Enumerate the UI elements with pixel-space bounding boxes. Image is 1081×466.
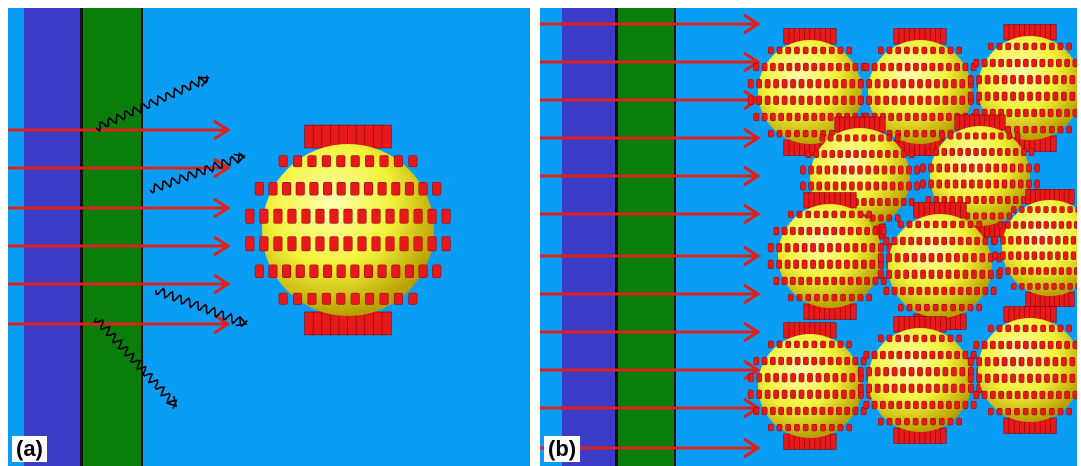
panel-b: (b) xyxy=(540,8,1077,466)
panel-label-a: (a) xyxy=(12,436,47,462)
arrowhead xyxy=(213,157,231,179)
wave-arrowhead xyxy=(235,315,248,327)
arrowhead xyxy=(213,235,231,257)
arrowhead xyxy=(743,165,761,187)
arrowhead xyxy=(743,437,761,459)
nanoparticle-sphere-icon xyxy=(992,189,1077,307)
arrowhead xyxy=(213,313,231,335)
nanoparticle-sphere-icon xyxy=(857,316,983,444)
blue-layer xyxy=(562,8,618,466)
scattered-wave-arrow xyxy=(95,75,208,133)
wave-arrowhead xyxy=(233,153,246,165)
scattered-wave-arrow xyxy=(93,317,178,409)
nanoparticle-sphere-icon xyxy=(245,124,451,336)
scattered-wave-arrow xyxy=(149,152,246,195)
arrowhead xyxy=(743,51,761,73)
arrowhead xyxy=(743,13,761,35)
panel-label-b: (b) xyxy=(544,436,581,462)
panel-a: (a) xyxy=(8,8,530,466)
arrowhead xyxy=(213,119,231,141)
green-layer xyxy=(83,8,143,466)
nanoparticle-sphere-icon xyxy=(967,306,1077,434)
nanoparticle-sphere-icon xyxy=(767,192,893,320)
nanoparticle-sphere-icon xyxy=(747,322,873,450)
arrowhead xyxy=(213,197,231,219)
arrowhead xyxy=(743,245,761,267)
arrowhead xyxy=(743,127,761,149)
green-layer xyxy=(618,8,676,466)
arrowhead xyxy=(743,203,761,225)
arrowhead xyxy=(213,273,231,295)
panel-b-drawing xyxy=(540,13,1077,459)
wave-arrowhead xyxy=(165,395,178,408)
panel-a-drawing xyxy=(8,75,451,409)
blue-layer xyxy=(24,8,83,466)
scattered-wave-arrow xyxy=(155,287,248,328)
wave-arrowhead xyxy=(197,76,210,87)
arrowhead xyxy=(743,283,761,305)
arrowhead xyxy=(743,321,761,343)
